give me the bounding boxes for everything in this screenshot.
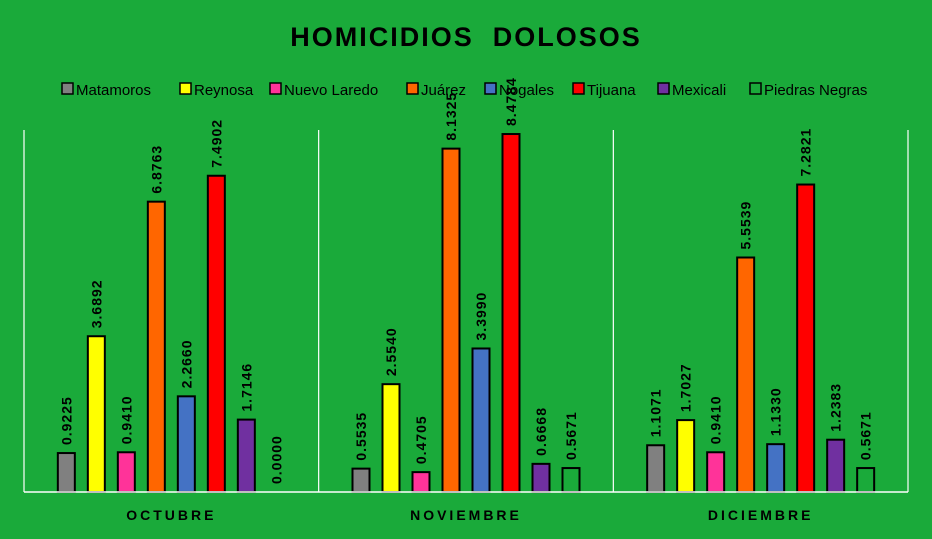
value-label-piedras-negras-diciembre: 0.5671 [858,411,874,460]
bar-juarez-octubre [146,200,166,493]
legend-item-mexicali: Mexicali [657,82,726,99]
bar-mexicali-diciembre [826,438,846,493]
value-label-nuevo-laredo-octubre: 0.9410 [118,395,134,444]
bar-matamoros-octubre [56,452,76,493]
legend-label: Juárez [421,82,466,99]
bar-nuevo-laredo-noviembre [411,471,431,493]
bar-piedras-negras-diciembre [856,467,876,494]
legend-swatch [61,82,74,95]
bar-mexicali-noviembre [531,462,551,493]
value-label-nuevo-laredo-noviembre: 0.4705 [413,415,429,464]
bar-matamoros-noviembre [351,467,371,494]
value-label-nuevo-laredo-diciembre: 0.9410 [708,395,724,444]
bar-nogales-noviembre [471,347,491,493]
bar-juarez-noviembre [441,147,461,493]
legend-item-nuevo-laredo: Nuevo Laredo [269,82,378,99]
value-label-matamoros-octubre: 0.9225 [58,396,74,445]
bar-reynosa-diciembre [676,419,696,493]
bar-nogales-octubre [176,395,196,493]
value-label-juarez-noviembre: 8.1325 [443,92,459,141]
value-label-piedras-negras-octubre: 0.0000 [268,435,284,484]
legend-label: Matamoros [76,82,151,99]
legend-swatch [657,82,670,95]
legend-label: Reynosa [194,82,254,99]
value-label-matamoros-noviembre: 0.5535 [353,412,369,461]
bar-nogales-diciembre [766,443,786,494]
bar-tijuana-noviembre [501,133,521,494]
legend-item-piedras-negras: Piedras Negras [749,82,867,99]
value-label-mexicali-diciembre: 1.2383 [828,383,844,432]
value-label-nogales-noviembre: 3.3990 [473,292,489,341]
value-label-reynosa-diciembre: 1.7027 [678,363,694,412]
value-label-matamoros-diciembre: 1.1071 [648,388,664,437]
value-label-juarez-octubre: 6.8763 [148,145,164,194]
value-label-nogales-octubre: 2.2660 [178,339,194,388]
chart-title: HOMICIDIOS DOLOSOS [290,22,642,52]
legend-label: Nogales [499,82,554,99]
bar-tijuana-octubre [206,174,226,494]
value-label-juarez-diciembre: 5.5539 [738,201,754,250]
value-label-piedras-negras-noviembre: 0.5671 [563,411,579,460]
category-label-octubre: OCTUBRE [126,507,216,523]
bar-mexicali-octubre [236,418,256,493]
bar-reynosa-octubre [86,335,106,493]
bars [56,133,876,494]
value-label-mexicali-octubre: 1.7146 [238,363,254,412]
legend-label: Mexicali [672,82,726,99]
legend-swatch [484,82,497,95]
legend-item-juarez: Juárez [406,82,466,99]
value-label-tijuana-octubre: 7.4902 [208,119,224,168]
legend-item-tijuana: Tijuana [572,82,636,99]
legend-swatch [406,82,419,95]
value-label-mexicali-noviembre: 0.6668 [533,407,549,456]
value-label-tijuana-diciembre: 7.2821 [798,128,814,177]
legend-swatch [269,82,282,95]
legend: Matamoros Reynosa Nuevo Laredo Juárez Nogale… [61,82,867,99]
bar-tijuana-diciembre [796,183,816,493]
bar-juarez-diciembre [736,256,756,494]
category-label-diciembre: DICIEMBRE [708,507,814,523]
value-label-reynosa-octubre: 3.6892 [88,279,104,328]
value-label-nogales-diciembre: 1.1330 [768,387,784,436]
bar-matamoros-diciembre [646,444,666,493]
category-dividers [23,130,909,492]
legend-label: Tijuana [587,82,636,99]
category-labels: OCTUBRE NOVIEMBRE DICIEMBRE [126,507,814,523]
legend-swatch [572,82,585,95]
legend-swatch [179,82,192,95]
legend-swatch [749,82,762,95]
bar-reynosa-noviembre [381,383,401,494]
legend-item-nogales: Nogales [484,82,554,99]
value-label-tijuana-noviembre: 8.4784 [503,77,519,126]
value-labels: 0.9225 3.6892 0.9410 6.8763 2.2660 7.4902 1.71… [58,77,873,484]
bar-nuevo-laredo-diciembre [706,451,726,493]
category-label-noviembre: NOVIEMBRE [410,507,522,523]
legend-label: Piedras Negras [764,82,867,99]
legend-label: Nuevo Laredo [284,82,378,99]
bar-piedras-negras-noviembre [561,467,581,494]
bar-nuevo-laredo-octubre [116,451,136,493]
value-label-reynosa-noviembre: 2.5540 [383,327,399,376]
legend-item-matamoros: Matamoros [61,82,151,99]
legend-item-reynosa: Reynosa [179,82,254,99]
